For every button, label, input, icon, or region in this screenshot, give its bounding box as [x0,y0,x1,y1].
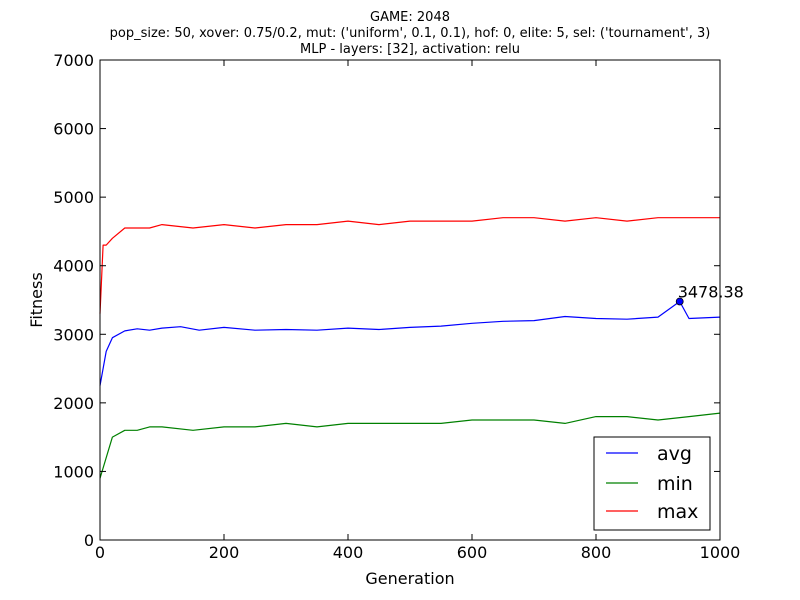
chart-title-line-1: GAME: 2048 [370,10,450,25]
annotation-label: 3478.38 [678,282,744,301]
x-tick-label: 200 [209,543,240,562]
series-line-min [99,412,721,479]
legend-label-avg: avg [657,443,692,465]
legend-label-min: min [657,473,693,495]
y-tick-label: 2000 [53,394,94,413]
plot-frame [99,59,721,541]
y-tick-label: 6000 [53,120,94,139]
x-tick-label: 0 [95,543,105,562]
y-tick-label: 4000 [53,257,94,276]
annotation-layer: 3478.38 [675,282,744,306]
y-tick-label: 1000 [53,462,94,481]
legend: avg min max [593,436,711,531]
x-tick-label: 800 [581,543,612,562]
x-tick-label: 600 [457,543,488,562]
x-axis-label: Generation [365,569,454,588]
series-layer [99,217,721,479]
y-tick-label: 5000 [53,188,94,207]
y-tick-label: 7000 [53,51,94,70]
chart-title-line-2: pop_size: 50, xover: 0.75/0.2, mut: ('un… [110,26,711,41]
series-line-avg [99,300,721,386]
axis-layer: 0 200 400 600 800 1000 0 1000 2000 3000 4000 5000 60… [53,51,740,562]
x-tick-label: 400 [333,543,364,562]
annotation-point [675,297,684,306]
y-tick-label: 0 [84,531,94,550]
x-tick-label: 1000 [700,543,741,562]
chart-title-line-3: MLP - layers: [32], activation: relu [300,42,520,57]
y-tick-label: 3000 [53,325,94,344]
y-axis-label: Fitness [27,272,46,327]
legend-label-max: max [657,501,698,523]
series-line-max [99,217,720,314]
